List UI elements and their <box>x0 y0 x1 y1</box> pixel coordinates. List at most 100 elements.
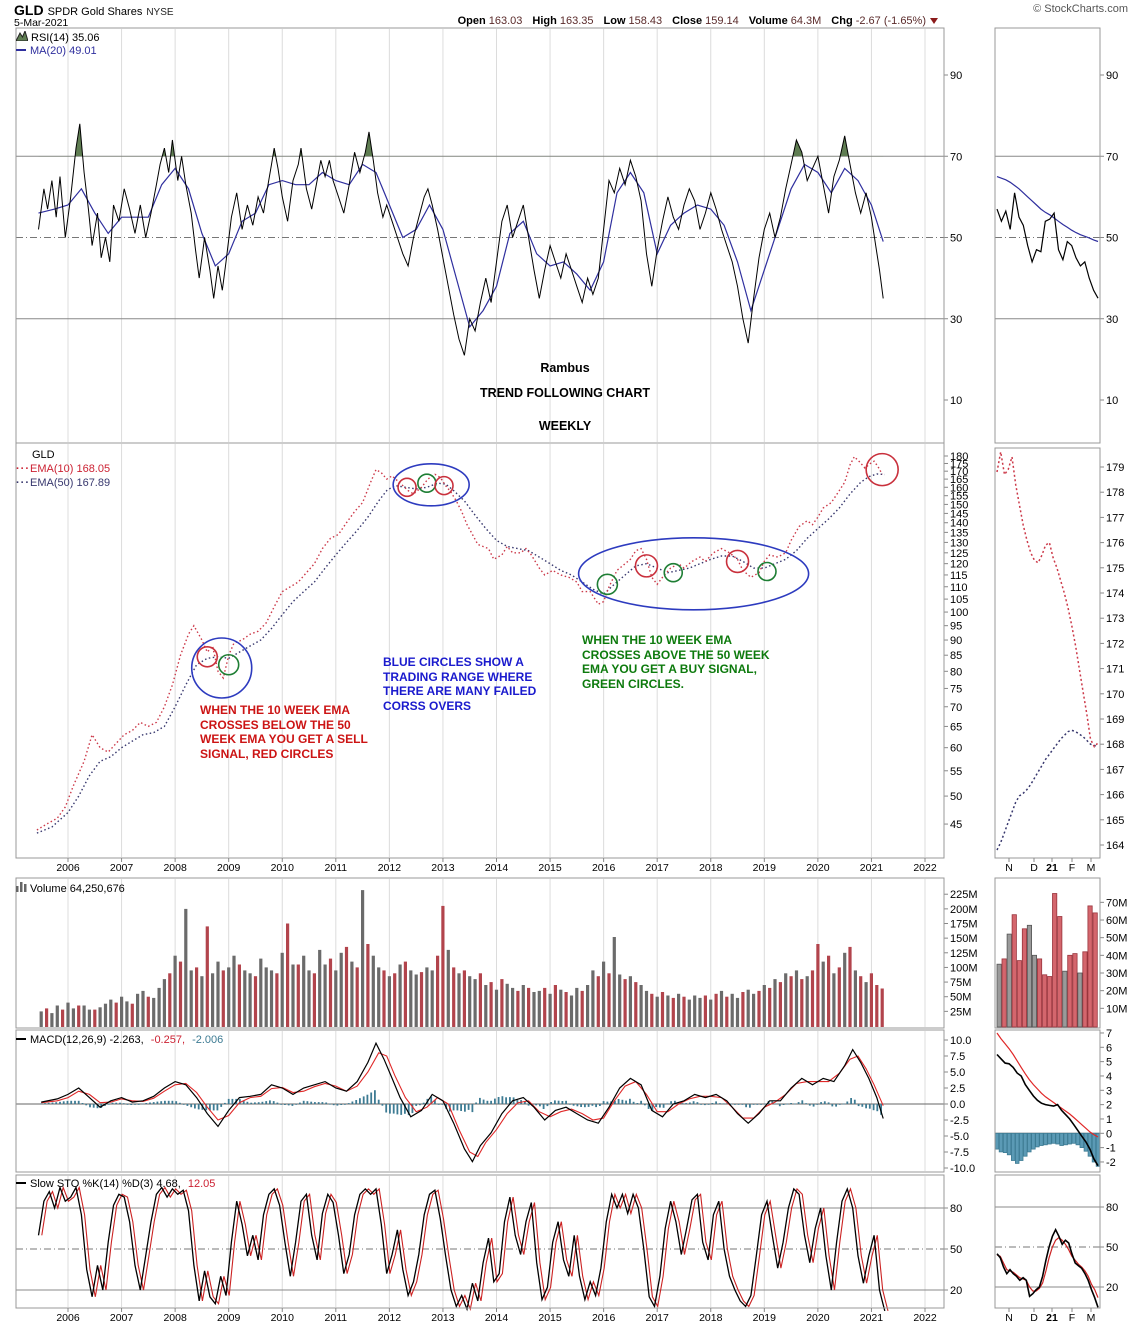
svg-text:4: 4 <box>1106 1071 1112 1083</box>
svg-text:2010: 2010 <box>271 1312 295 1324</box>
svg-text:168: 168 <box>1106 739 1124 751</box>
volume-panel: 225M 200M 175M 150M 125M 100M 75M 50M 25M <box>39 889 978 1027</box>
svg-text:10: 10 <box>950 395 962 407</box>
svg-text:2018: 2018 <box>699 1312 723 1324</box>
svg-text:50M: 50M <box>950 992 971 1004</box>
svg-text:20M: 20M <box>1106 986 1127 998</box>
svg-text:2019: 2019 <box>753 862 777 874</box>
svg-text:2014: 2014 <box>485 1312 509 1324</box>
svg-text:175: 175 <box>950 458 968 470</box>
svg-text:70: 70 <box>950 702 962 714</box>
svg-text:-1: -1 <box>1106 1143 1116 1155</box>
line-icon <box>16 48 26 51</box>
volume-label-row: Volume 64,250,676 <box>16 882 125 895</box>
quote-line: Open 163.03 High 163.35 Low 158.43 Close 159… <box>458 15 938 27</box>
green-signal-circle <box>596 573 619 596</box>
svg-text:2022: 2022 <box>913 862 937 874</box>
svg-text:70M: 70M <box>1106 897 1127 909</box>
macd-panel: 10.0 7.5 5.0 2.5 0.0 -2.5 -5.0 -7.5 -10.0 <box>16 1035 975 1175</box>
svg-text:2013: 2013 <box>431 862 455 874</box>
svg-text:75: 75 <box>950 683 962 695</box>
svg-text:60: 60 <box>950 743 962 755</box>
svg-text:30: 30 <box>950 314 962 326</box>
svg-text:75M: 75M <box>950 977 971 989</box>
volume-bars-icon <box>16 882 27 895</box>
svg-text:3: 3 <box>1106 1085 1112 1097</box>
svg-text:225M: 225M <box>950 889 978 901</box>
svg-text:2009: 2009 <box>217 862 241 874</box>
svg-text:2022: 2022 <box>913 1312 937 1324</box>
svg-text:0.0: 0.0 <box>950 1099 965 1111</box>
chart-header: GLD SPDR Gold Shares NYSE <box>14 2 174 20</box>
svg-text:M: M <box>1087 1312 1096 1324</box>
svg-text:150: 150 <box>950 499 968 511</box>
svg-text:2019: 2019 <box>753 1312 777 1324</box>
svg-text:F: F <box>1069 862 1075 874</box>
svg-text:167: 167 <box>1106 764 1124 776</box>
chart-date: 5-Mar-2021 <box>14 17 69 29</box>
svg-text:30: 30 <box>1106 314 1118 326</box>
copyright: © StockCharts.com <box>1033 3 1128 15</box>
svg-text:-7.5: -7.5 <box>950 1147 969 1159</box>
svg-text:177: 177 <box>1106 512 1124 524</box>
rsi-panel: 90 70 50 30 10 <box>16 70 962 407</box>
svg-text:5: 5 <box>1106 1057 1112 1069</box>
ema10-line <box>36 455 883 831</box>
svg-text:2016: 2016 <box>592 862 616 874</box>
sell-signal-note: WHEN THE 10 WEEK EMA CROSSES BELOW THE 5… <box>200 703 368 761</box>
svg-text:-10.0: -10.0 <box>950 1163 975 1175</box>
svg-text:2012: 2012 <box>378 862 402 874</box>
ema50-label-row: ···EMA(50) 167.89 <box>16 477 110 489</box>
svg-text:20: 20 <box>950 1285 962 1297</box>
green-signal-circle <box>417 473 437 493</box>
red-signal-circle <box>397 477 417 498</box>
svg-text:2020: 2020 <box>806 1312 830 1324</box>
svg-text:2011: 2011 <box>325 862 348 874</box>
svg-text:7: 7 <box>1106 1028 1112 1040</box>
mini-macd-line <box>996 1053 1099 1167</box>
svg-text:2008: 2008 <box>163 1312 187 1324</box>
green-signal-circle <box>663 562 684 583</box>
svg-text:2: 2 <box>1106 1100 1112 1112</box>
svg-text:125M: 125M <box>950 948 978 960</box>
svg-text:6: 6 <box>1106 1042 1112 1054</box>
svg-text:70: 70 <box>950 151 962 163</box>
svg-text:-2.5: -2.5 <box>950 1115 969 1127</box>
quote-close: Close 159.14 <box>672 15 739 27</box>
macd-hist-value: -2.006 <box>192 1034 224 1046</box>
svg-text:50: 50 <box>950 233 962 245</box>
macd-label: MACD(12,26,9) -2.263, <box>30 1034 144 1046</box>
svg-text:105: 105 <box>950 594 968 606</box>
svg-text:50M: 50M <box>1106 933 1127 945</box>
svg-text:N: N <box>1005 862 1013 874</box>
green-signal-circle <box>217 653 240 676</box>
svg-text:2014: 2014 <box>485 862 509 874</box>
svg-text:110: 110 <box>950 582 968 594</box>
mini-macd-panel: 7 6 5 4 3 2 1 0 -1 -2 <box>994 1028 1116 1169</box>
svg-text:25M: 25M <box>950 1006 971 1018</box>
sto-label-row: Slow STO %K(14) %D(3) 4.68, 12.05 <box>16 1178 215 1190</box>
svg-text:50: 50 <box>1106 1242 1118 1254</box>
svg-text:169: 169 <box>1106 714 1124 726</box>
svg-text:80: 80 <box>950 666 962 678</box>
sto-panel: 80 50 20 <box>16 1185 962 1312</box>
svg-text:55: 55 <box>950 766 962 778</box>
symbol-name: SPDR Gold Shares <box>47 6 143 18</box>
svg-text:170: 170 <box>950 466 968 478</box>
svg-text:2010: 2010 <box>271 862 295 874</box>
macd-signal-value: -0.257, <box>150 1034 186 1046</box>
svg-text:180: 180 <box>950 451 968 463</box>
ema10-label: EMA(10) 168.05 <box>30 463 111 475</box>
svg-text:2006: 2006 <box>56 1312 80 1324</box>
trading-range-ellipse <box>577 536 810 611</box>
svg-text:80: 80 <box>1106 1202 1118 1214</box>
svg-text:65: 65 <box>950 721 962 733</box>
svg-text:2017: 2017 <box>646 1312 670 1324</box>
svg-text:120: 120 <box>950 559 968 571</box>
svg-text:50: 50 <box>950 791 962 803</box>
svg-text:172: 172 <box>1106 638 1124 650</box>
mini-price-panel: 179 178 177 176 175 174 173 172 171 170 169 168 167 1… <box>996 451 1124 852</box>
rsi-line <box>38 123 884 356</box>
exchange: NYSE <box>146 7 174 18</box>
